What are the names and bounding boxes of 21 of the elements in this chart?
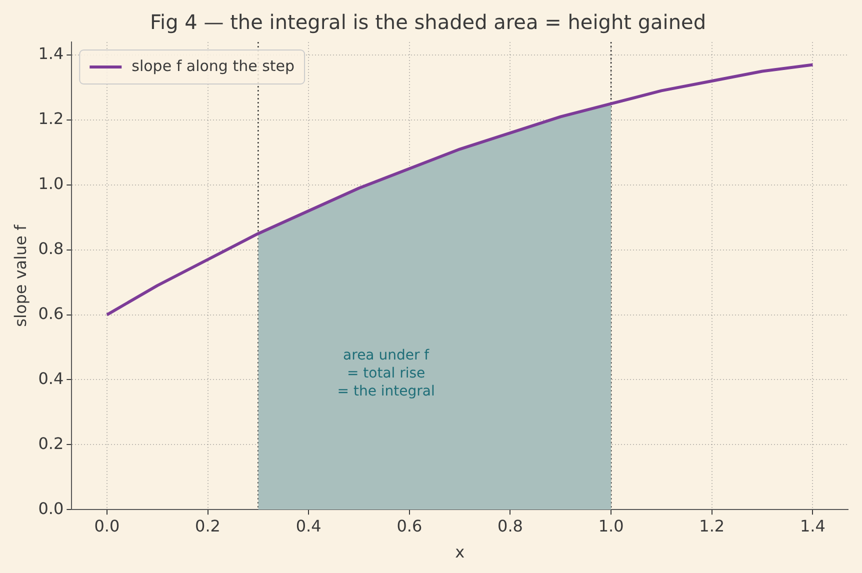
x-tick-label: 0.8 [498, 516, 523, 536]
x-tick-label: 0.4 [296, 516, 322, 536]
x-tick-label: 0.2 [195, 516, 220, 536]
x-tick-label: 1.0 [598, 516, 624, 536]
y-tick-label: 1.2 [38, 109, 64, 128]
x-tick-label: 1.4 [800, 516, 826, 536]
annotation: area under f = total rise = the integral [337, 348, 435, 400]
y-axis-title: slope value f [10, 224, 30, 327]
x-tick-label: 1.2 [699, 516, 725, 536]
y-tick-label: 0.0 [38, 498, 64, 518]
x-tick-label: 0.6 [396, 516, 422, 536]
y-tick-label: 1.0 [38, 174, 64, 194]
legend-label: slope f along the step [132, 56, 295, 75]
chart-title: Fig 4 — the integral is the shaded area = height gained [150, 10, 706, 34]
y-tick-label: 1.4 [38, 44, 64, 64]
x-tick-label: 0.0 [94, 516, 120, 536]
y-tick-label: 0.4 [38, 368, 64, 388]
x-axis-title: x [455, 542, 465, 562]
y-tick-label: 0.8 [38, 238, 64, 258]
y-tick-label: 0.2 [38, 434, 64, 453]
y-tick-label: 0.6 [38, 304, 64, 323]
